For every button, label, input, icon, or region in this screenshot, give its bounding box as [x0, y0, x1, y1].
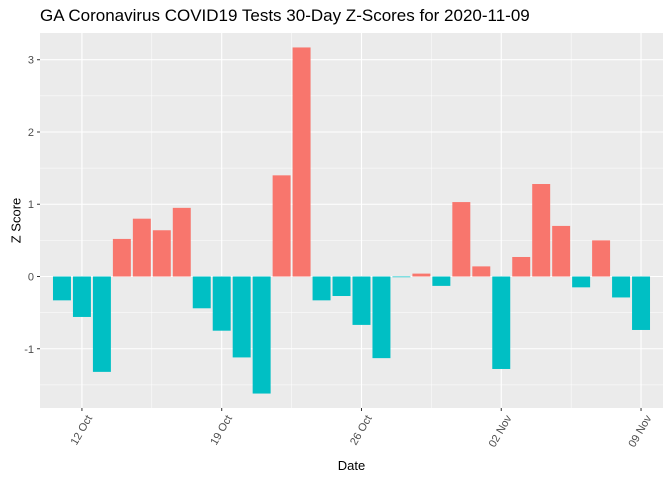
bar — [292, 47, 311, 277]
x-axis: 12 Oct 19 Oct 26 Oct 02 Nov 09 Nov — [69, 408, 655, 450]
bar — [512, 256, 531, 277]
bar — [452, 202, 471, 277]
bar — [252, 276, 271, 394]
bar — [592, 240, 611, 277]
bar — [152, 230, 171, 277]
y-tick-label: 3 — [28, 55, 34, 67]
x-tick-label: 02 Nov — [487, 413, 515, 450]
chart-title: GA Coronavirus COVID19 Tests 30-Day Z-Sc… — [40, 6, 530, 25]
bar — [72, 276, 91, 317]
y-tick-label: 1 — [28, 199, 34, 211]
y-axis-title: Z Score — [9, 198, 24, 244]
x-axis-title: Date — [338, 458, 365, 473]
y-tick-label: 2 — [28, 127, 34, 139]
bar — [272, 175, 291, 277]
bar — [92, 276, 111, 372]
bar — [232, 276, 251, 358]
y-axis: -1 0 1 2 3 — [24, 55, 40, 356]
y-tick-label: -1 — [24, 344, 34, 356]
bar — [52, 276, 71, 301]
bar — [612, 276, 631, 298]
bar — [552, 225, 571, 277]
bar — [432, 276, 451, 286]
bar — [532, 184, 551, 277]
bar — [632, 276, 651, 330]
bar — [332, 276, 351, 297]
bar — [372, 276, 391, 359]
bar — [472, 266, 491, 277]
bar — [412, 273, 431, 277]
bar — [132, 218, 151, 277]
bar — [212, 276, 231, 331]
x-tick-label: 12 Oct — [69, 413, 96, 447]
x-tick-label: 19 Oct — [208, 413, 235, 447]
bar — [352, 276, 371, 325]
x-tick-label: 26 Oct — [348, 413, 375, 447]
bar — [392, 276, 411, 278]
bar — [192, 276, 211, 309]
bar — [312, 276, 331, 301]
bar-series — [52, 47, 651, 394]
grid-minor — [40, 33, 663, 408]
y-tick-label: 0 — [28, 271, 34, 283]
bar — [572, 276, 591, 288]
x-tick-label: 09 Nov — [626, 413, 654, 450]
bar — [172, 207, 191, 277]
bar — [492, 276, 511, 369]
bar — [112, 238, 131, 277]
